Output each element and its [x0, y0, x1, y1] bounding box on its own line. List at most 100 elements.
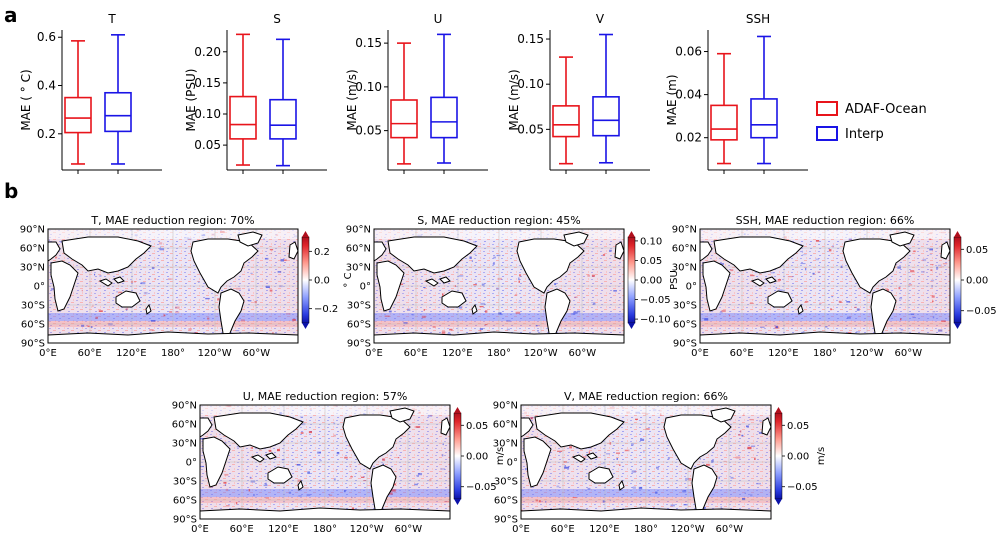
- lon-tick-label: 120°W: [850, 348, 884, 359]
- speckle: [640, 438, 645, 441]
- y-tick-label: 0.04: [675, 88, 702, 102]
- speckle: [458, 306, 463, 309]
- speckle: [728, 314, 731, 317]
- lon-tick-label: 120°E: [116, 348, 146, 359]
- speckle: [143, 292, 148, 295]
- box-ylabel: MAE (m/s): [507, 69, 521, 130]
- speckle: [754, 457, 756, 460]
- colorbar: [453, 412, 462, 500]
- speckle: [741, 434, 744, 437]
- speckle: [778, 289, 783, 292]
- map-SSH: SSH, MAE reduction region: 66% 90°N 60°N 30…: [672, 214, 997, 359]
- speckle: [421, 315, 426, 319]
- box-ylabel: MAE (m): [665, 74, 679, 125]
- box-adaf-ocean: [552, 56, 580, 165]
- colorbar-tick-label: 0.05: [787, 421, 809, 432]
- speckle: [60, 241, 63, 243]
- speckle: [931, 295, 935, 298]
- colorbar-tick-label: 0.05: [466, 421, 488, 432]
- lat-tick-label: 30°S: [173, 477, 197, 488]
- speckle: [899, 297, 903, 300]
- speckle: [116, 291, 118, 293]
- colorbar-tick-label: 0.00: [787, 452, 809, 463]
- speckle: [277, 448, 280, 452]
- speckle: [167, 278, 172, 280]
- lat-tick-label: 90°S: [21, 339, 45, 350]
- speckle: [467, 238, 471, 241]
- speckle: [521, 509, 523, 511]
- speckle: [932, 300, 934, 303]
- speckle: [265, 497, 269, 499]
- speckle: [447, 333, 451, 335]
- speckle: [125, 308, 129, 310]
- speckle: [350, 476, 353, 478]
- speckle: [683, 504, 688, 506]
- colorbar-label: m/s: [495, 447, 506, 465]
- speckle: [432, 326, 436, 328]
- speckle: [936, 266, 939, 269]
- speckle: [942, 263, 948, 265]
- lat-tick-label: 90°S: [673, 339, 697, 350]
- lon-tick-label: 180°: [161, 348, 185, 359]
- speckle: [94, 273, 96, 276]
- lat-tick-label: 90°S: [494, 515, 518, 526]
- colorbar-extend-bottom: [302, 323, 309, 329]
- speckle: [538, 500, 541, 503]
- speckle: [415, 426, 421, 428]
- speckle: [929, 253, 932, 255]
- speckle: [735, 456, 741, 459]
- speckle: [518, 301, 522, 303]
- speckle: [471, 260, 473, 262]
- speckle: [333, 422, 336, 425]
- speckle: [515, 311, 521, 314]
- speckle: [828, 249, 832, 252]
- lon-tick-label: 120°W: [671, 524, 705, 535]
- speckle: [801, 250, 803, 253]
- box-title: V: [596, 12, 605, 26]
- speckle: [250, 480, 256, 483]
- speckle: [699, 458, 701, 460]
- speckle: [174, 311, 180, 314]
- box-iqr: [552, 105, 580, 138]
- speckle: [856, 331, 860, 333]
- colorbar-label: ° C: [343, 272, 354, 287]
- speckle: [492, 263, 495, 265]
- y-tick-label: 0.05: [355, 124, 382, 138]
- speckle: [912, 250, 916, 253]
- speckle: [336, 452, 340, 455]
- speckle: [236, 446, 239, 448]
- panel-label-a: a: [4, 3, 18, 27]
- speckle: [319, 460, 322, 462]
- speckle: [382, 458, 386, 461]
- box-ylabel: MAE (m/s): [345, 69, 359, 130]
- map-frame: [373, 228, 625, 344]
- speckle: [264, 257, 269, 260]
- speckle: [685, 477, 689, 480]
- speckle: [730, 269, 734, 272]
- speckle: [632, 486, 636, 489]
- colorbar-extend-bottom: [775, 499, 782, 505]
- legend-swatch-adaf: [816, 101, 838, 116]
- speckle: [900, 328, 904, 331]
- box-title: T: [107, 12, 116, 26]
- speckle: [815, 240, 820, 242]
- speckle: [269, 289, 273, 292]
- speckle: [479, 328, 483, 330]
- speckle: [719, 263, 724, 265]
- speckle: [760, 326, 765, 328]
- speckle: [240, 319, 245, 322]
- lon-tick-label: 0°E: [691, 348, 709, 359]
- speckle: [564, 466, 570, 469]
- speckle: [363, 480, 367, 482]
- speckle: [303, 487, 309, 489]
- speckle: [645, 428, 650, 430]
- colorbar-tick-label: 0.05: [640, 256, 662, 267]
- speckle: [235, 502, 238, 505]
- speckle: [442, 293, 444, 296]
- speckle: [545, 500, 547, 503]
- box-ylabel: MAE (PSU): [184, 69, 198, 132]
- speckle: [556, 485, 560, 488]
- lon-tick-label: 60°W: [716, 524, 744, 535]
- speckle: [569, 446, 572, 449]
- speckle: [670, 504, 675, 507]
